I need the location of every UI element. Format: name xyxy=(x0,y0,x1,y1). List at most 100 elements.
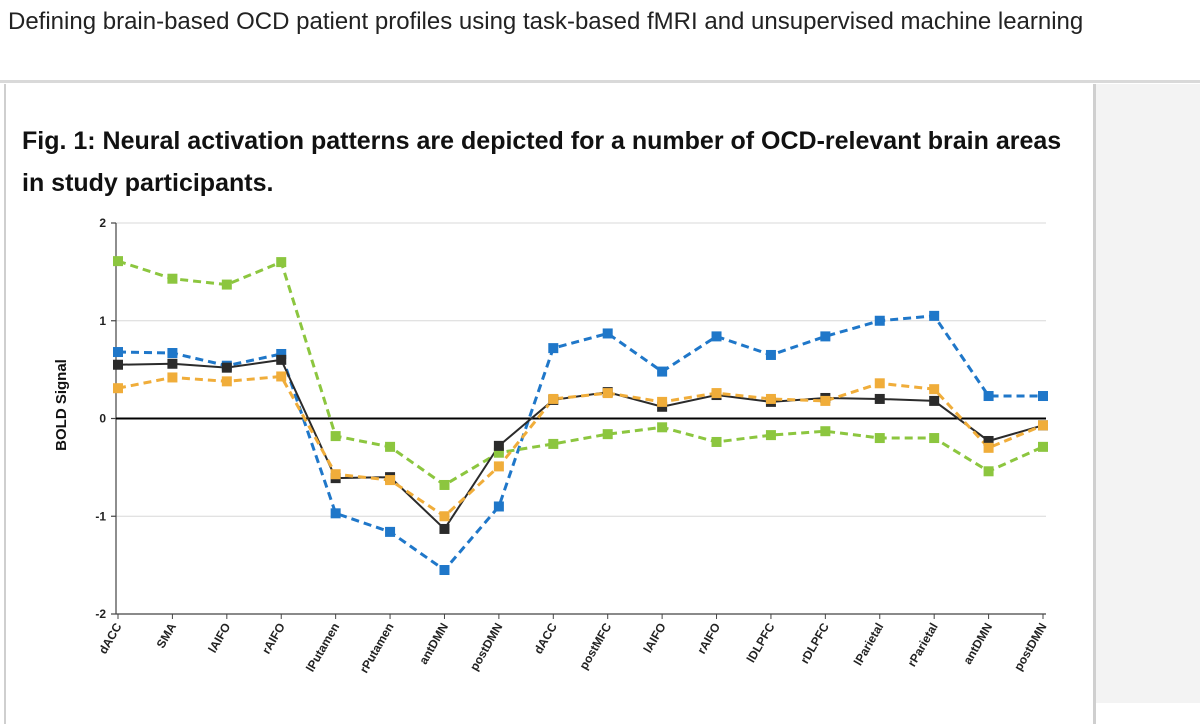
data-point-orange xyxy=(657,396,668,407)
data-point-orange xyxy=(330,469,341,480)
data-point-green xyxy=(711,436,722,447)
data-point-green xyxy=(167,273,178,284)
data-point-blue xyxy=(439,565,450,576)
data-point-black xyxy=(113,359,123,370)
data-point-blue xyxy=(602,328,613,339)
data-point-blue xyxy=(330,508,341,519)
data-point-black xyxy=(167,358,178,369)
grid-lines xyxy=(116,222,1046,517)
data-point-blue xyxy=(874,315,885,326)
data-point-orange xyxy=(1038,420,1048,431)
data-point-blue xyxy=(711,331,722,342)
x-tick-label: dACC xyxy=(96,620,125,656)
x-tick-label: lAIFO xyxy=(641,621,669,656)
data-point-blue xyxy=(1038,391,1048,402)
data-point-orange xyxy=(167,372,178,383)
data-point-black xyxy=(439,523,450,534)
data-point-green xyxy=(983,466,994,477)
data-point-blue xyxy=(276,348,287,359)
data-point-green xyxy=(657,422,668,433)
data-point-green xyxy=(874,433,885,444)
data-point-blue xyxy=(113,347,123,358)
y-tick-label: 2 xyxy=(99,216,106,230)
data-point-orange xyxy=(602,388,613,399)
data-point-blue xyxy=(765,349,776,360)
data-point-black xyxy=(221,362,232,373)
data-point-green xyxy=(439,479,450,490)
y-tick-label: -2 xyxy=(95,607,106,621)
data-point-black xyxy=(493,440,504,451)
data-point-black xyxy=(874,393,885,404)
data-point-blue xyxy=(167,348,178,359)
data-point-green xyxy=(1038,441,1048,452)
data-point-orange xyxy=(385,475,396,486)
data-point-orange xyxy=(493,461,504,472)
y-tick-label: -1 xyxy=(95,509,106,523)
x-tick-label: postDMN xyxy=(1011,621,1049,674)
data-point-orange xyxy=(929,384,940,395)
data-point-orange xyxy=(765,393,776,404)
data-point-green xyxy=(820,426,831,437)
x-tick-label: antDMN xyxy=(416,621,451,667)
data-point-green xyxy=(929,433,940,444)
data-point-orange xyxy=(983,442,994,453)
data-point-blue xyxy=(929,310,940,321)
x-tick-label: rPutamen xyxy=(357,621,397,676)
data-point-green xyxy=(493,447,504,458)
data-point-green xyxy=(602,429,613,440)
header-divider xyxy=(0,80,1200,83)
data-point-black xyxy=(276,354,287,365)
data-point-green xyxy=(113,256,123,267)
data-point-green xyxy=(548,438,559,449)
data-point-orange xyxy=(439,511,450,522)
data-point-blue xyxy=(548,343,559,354)
data-point-green xyxy=(765,430,776,441)
data-point-orange xyxy=(820,395,831,406)
x-tick-label: lAIFO xyxy=(205,621,233,656)
x-tick-label: lPutamen xyxy=(303,621,342,675)
data-point-green xyxy=(330,431,341,442)
figure-caption: Fig. 1: Neural activation patterns are d… xyxy=(22,127,1062,197)
x-tick-label: rAIFO xyxy=(259,621,288,657)
x-tick-label: antDMN xyxy=(960,621,995,667)
x-tick-label: SMA xyxy=(154,620,180,650)
x-tick-label: postDMN xyxy=(467,621,505,674)
series-lines xyxy=(117,259,1044,573)
data-point-blue xyxy=(493,501,504,512)
data-point-green xyxy=(276,257,287,268)
series-line-blue xyxy=(117,314,1043,573)
data-point-black xyxy=(983,435,994,446)
page-title: Defining brain-based OCD patient profile… xyxy=(8,8,1084,35)
data-point-green xyxy=(221,279,232,290)
data-point-orange xyxy=(113,383,123,394)
y-tick-label: 0 xyxy=(99,412,106,426)
data-point-blue xyxy=(657,366,668,377)
x-tick-label: dACC xyxy=(531,620,560,656)
data-point-orange xyxy=(548,393,559,404)
series-markers xyxy=(113,256,1048,576)
data-point-blue xyxy=(820,331,831,342)
data-point-orange xyxy=(874,378,885,389)
data-point-black xyxy=(929,395,940,406)
right-gutter xyxy=(1096,84,1200,703)
data-point-orange xyxy=(276,371,287,382)
data-point-green xyxy=(385,441,396,452)
series-line-green xyxy=(117,259,1044,487)
x-tick-label: rParietal xyxy=(905,621,941,670)
y-axis-label: BOLD Signal xyxy=(53,359,70,451)
x-tick-label: postMFC xyxy=(577,620,615,672)
data-point-blue xyxy=(983,391,994,402)
data-point-orange xyxy=(711,388,722,399)
x-tick-label: rAIFO xyxy=(694,621,723,657)
x-tick-label: rDLPFC xyxy=(797,620,832,666)
x-tick-label: lDLPFC xyxy=(744,620,778,665)
x-tick-label: lParietal xyxy=(851,621,886,668)
series-line-orange xyxy=(117,374,1044,519)
data-point-orange xyxy=(221,376,232,387)
series-line-black xyxy=(117,358,1044,531)
data-point-blue xyxy=(385,526,396,537)
axes xyxy=(111,222,1046,619)
y-tick-label: 1 xyxy=(99,314,106,328)
